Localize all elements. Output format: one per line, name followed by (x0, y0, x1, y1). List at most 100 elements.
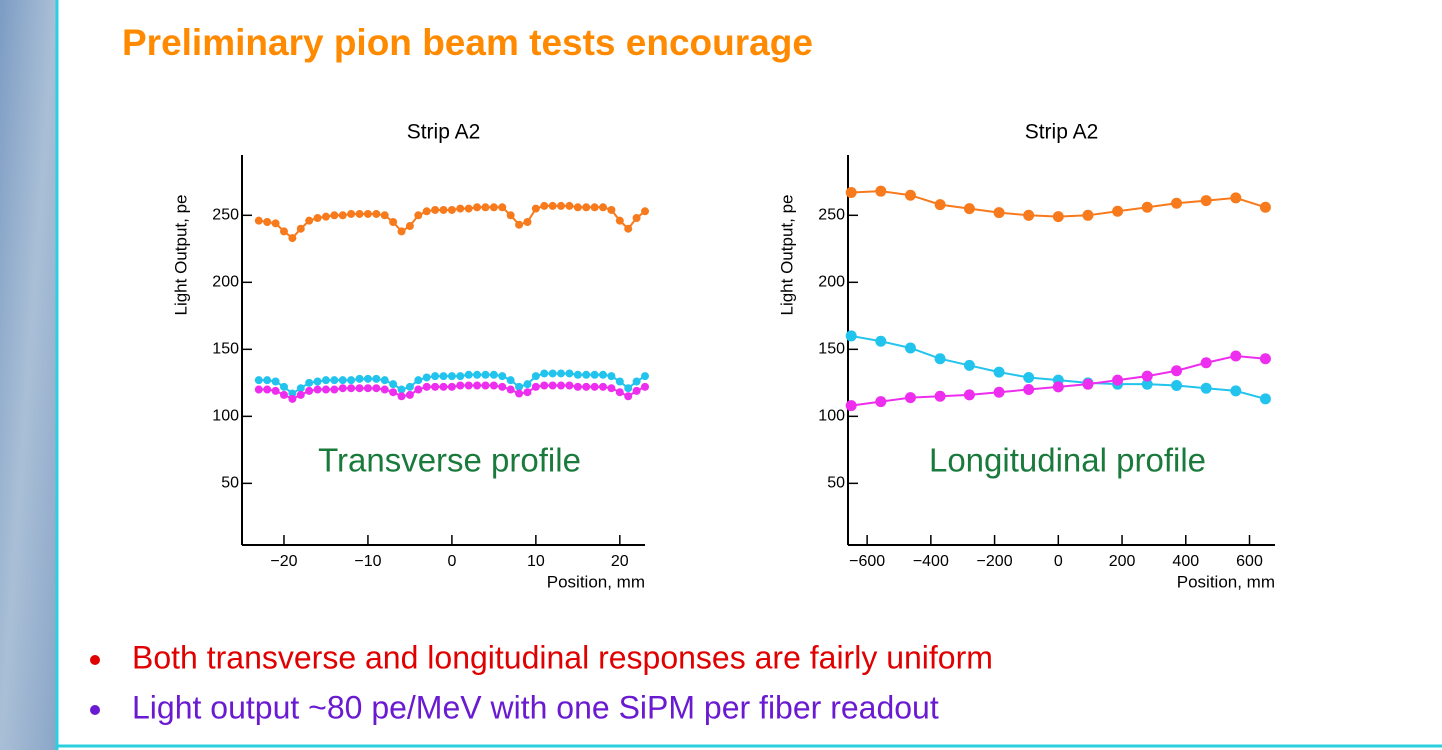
data-point (616, 377, 624, 385)
x-axis-label: Position, mm (1177, 572, 1275, 591)
chart-title: Strip A2 (407, 121, 481, 144)
data-point (515, 390, 523, 398)
data-point (440, 383, 448, 391)
data-point (389, 388, 397, 396)
data-point (574, 371, 582, 379)
data-point (540, 382, 548, 390)
data-point (473, 371, 481, 379)
data-point (1082, 379, 1093, 390)
slide: Preliminary pion beam tests encourage Bo… (0, 0, 1442, 750)
x-tick-label: −400 (913, 553, 949, 570)
data-point (1053, 381, 1064, 392)
data-point (599, 203, 607, 211)
y-axis-label: Light Output, pe (171, 195, 190, 316)
data-point (498, 372, 506, 380)
data-point (272, 219, 280, 227)
data-point (1171, 198, 1182, 209)
data-point (994, 367, 1005, 378)
data-point (846, 400, 857, 411)
data-point (356, 375, 364, 383)
data-point (523, 388, 531, 396)
x-tick-label: 600 (1236, 553, 1263, 570)
data-point (565, 369, 573, 377)
data-point (565, 382, 573, 390)
y-tick-label: 100 (212, 408, 239, 425)
data-point (507, 211, 515, 219)
data-point (607, 206, 615, 214)
data-point (582, 383, 590, 391)
data-point (456, 372, 464, 380)
data-point (633, 387, 641, 395)
y-tick-label: 150 (212, 341, 239, 358)
x-tick-label: 400 (1172, 553, 1199, 570)
data-point (565, 202, 573, 210)
data-point (372, 384, 380, 392)
y-axis-label: Light Output, pe (777, 195, 796, 316)
y-tick-label: 250 (212, 207, 239, 224)
data-point (314, 386, 322, 394)
data-point (322, 386, 330, 394)
data-point (624, 225, 632, 233)
data-point (414, 386, 422, 394)
data-point (288, 234, 296, 242)
data-point (456, 205, 464, 213)
data-point (574, 203, 582, 211)
data-point (431, 206, 439, 214)
data-point (1142, 202, 1153, 213)
data-point (633, 214, 641, 222)
x-tick-label: −600 (849, 553, 885, 570)
data-point (490, 371, 498, 379)
data-point (481, 203, 489, 211)
data-point (347, 376, 355, 384)
data-point (591, 383, 599, 391)
data-point (1201, 357, 1212, 368)
bullet-dot (90, 705, 100, 715)
data-point (255, 386, 263, 394)
data-point (465, 205, 473, 213)
data-point (372, 210, 380, 218)
data-point (330, 376, 338, 384)
data-point (280, 391, 288, 399)
data-point (322, 213, 330, 221)
y-tick-label: 200 (818, 274, 845, 291)
data-point (1230, 192, 1241, 203)
data-point (532, 205, 540, 213)
data-point (540, 202, 548, 210)
data-point (875, 336, 886, 347)
data-point (322, 376, 330, 384)
data-point (389, 218, 397, 226)
data-point (473, 382, 481, 390)
data-point (356, 384, 364, 392)
data-point (288, 395, 296, 403)
data-point (616, 217, 624, 225)
data-point (582, 371, 590, 379)
data-point (532, 372, 540, 380)
data-point (1260, 393, 1271, 404)
data-point (875, 186, 886, 197)
data-point (507, 386, 515, 394)
data-point (330, 211, 338, 219)
data-point (272, 387, 280, 395)
data-point (481, 371, 489, 379)
data-point (465, 371, 473, 379)
annotation: Transverse profile (318, 442, 581, 479)
data-point (507, 376, 515, 384)
x-tick-label: −20 (270, 553, 297, 570)
data-point (557, 202, 565, 210)
x-tick-label: −200 (977, 553, 1013, 570)
bullet-text: Light output ~80 pe/MeV with one SiPM pe… (132, 689, 939, 725)
data-point (255, 376, 263, 384)
data-point (1053, 211, 1064, 222)
data-point (1260, 202, 1271, 213)
data-point (1201, 195, 1212, 206)
data-point (305, 387, 313, 395)
data-point (280, 227, 288, 235)
data-point (591, 371, 599, 379)
data-point (347, 210, 355, 218)
data-point (381, 376, 389, 384)
data-point (599, 383, 607, 391)
x-tick-label: 0 (447, 553, 456, 570)
data-point (607, 384, 615, 392)
data-point (448, 372, 456, 380)
data-point (599, 371, 607, 379)
